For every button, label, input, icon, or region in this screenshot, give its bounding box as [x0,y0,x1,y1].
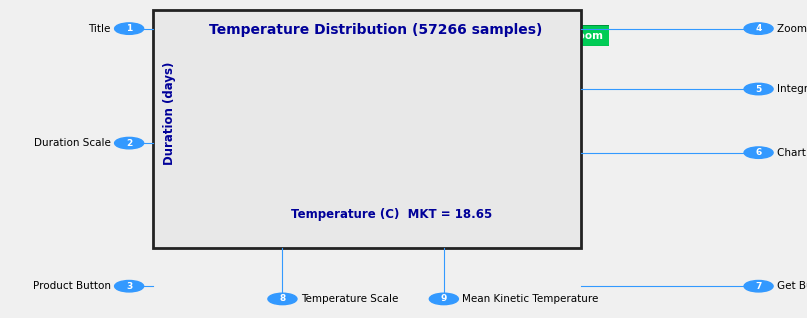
Text: 4.1: 4.1 [331,74,340,88]
Bar [381,156,387,178]
Text: Integrity Value: Integrity Value [777,84,807,94]
Text: 2: 2 [126,139,132,148]
Text: Product: Product [171,221,217,231]
Text: 1.0: 1.0 [379,142,389,155]
Bar [449,172,456,178]
Text: 0.5: 0.5 [253,153,262,166]
Bar [225,176,232,178]
Text: 7: 7 [755,282,762,291]
Bar [487,172,495,178]
Text: Title: Title [88,24,111,34]
Bar [400,156,407,178]
Text: 3.2: 3.2 [341,94,349,107]
Text: 2.2: 2.2 [282,116,291,129]
FancyBboxPatch shape [563,25,611,47]
Text: Temperature Scale: Temperature Scale [301,294,399,304]
Text: 6: 6 [755,148,762,157]
FancyBboxPatch shape [515,212,567,239]
Bar [303,95,310,178]
Text: Zoom: Zoom [571,31,604,41]
Bar [497,169,504,178]
Text: 12%: 12% [438,56,558,104]
Text: 2.3: 2.3 [292,114,301,127]
Text: Temperature (C)  MKT = 18.65: Temperature (C) MKT = 18.65 [291,208,492,221]
Text: 9: 9 [441,294,447,303]
Bar [245,167,251,178]
Text: 4: 4 [755,24,762,33]
Bar [352,139,358,178]
Text: Zoom Button: Zoom Button [777,24,807,34]
Bar [254,167,261,178]
Text: 0.1: 0.1 [224,162,233,175]
Bar [546,172,553,178]
Text: 1.0: 1.0 [419,142,428,155]
Text: 1.0: 1.0 [399,142,408,155]
Text: Mean Kinetic Temperature: Mean Kinetic Temperature [462,294,599,304]
Text: Chart Area: Chart Area [777,148,807,158]
Bar [264,154,271,178]
Bar [468,174,475,178]
Text: Duration Scale: Duration Scale [34,138,111,148]
Bar [507,176,514,178]
Text: 1.1: 1.1 [263,140,272,153]
Text: 1.0: 1.0 [409,142,418,155]
Bar [274,141,281,178]
Text: Temperature Distribution (57266 samples): Temperature Distribution (57266 samples) [208,23,542,37]
Text: 5: 5 [755,85,762,93]
Bar [235,174,241,178]
Text: 1.9: 1.9 [370,122,378,136]
Bar [429,158,436,178]
Bar [332,89,339,178]
Bar [420,156,426,178]
Bar [362,150,368,178]
Text: Get: Get [530,221,551,231]
Bar [527,176,533,178]
Text: 0.2: 0.2 [234,159,243,173]
Text: 3: 3 [126,282,132,291]
Text: Duration (days): Duration (days) [163,61,176,165]
Text: Product Button: Product Button [32,281,111,291]
Bar [342,108,349,178]
Bar [458,172,466,178]
Bar [283,130,291,178]
Text: 4.9: 4.9 [312,57,320,71]
Bar [478,172,485,178]
Bar [410,156,416,178]
Bar [293,128,300,178]
Text: 8: 8 [279,294,286,303]
Bar [517,169,524,178]
Bar [312,72,320,178]
Text: 1.7: 1.7 [273,127,282,140]
Text: 3.8: 3.8 [302,81,311,94]
Text: 1.1: 1.1 [389,140,399,153]
Bar [322,78,329,178]
Bar [391,154,397,178]
Bar [439,167,446,178]
Bar [371,137,378,178]
Text: 1: 1 [126,24,132,33]
Text: 4.6: 4.6 [321,64,330,77]
Bar [537,176,543,178]
FancyBboxPatch shape [157,212,231,239]
Text: 0.5: 0.5 [244,153,253,166]
Text: 1.3: 1.3 [360,135,369,149]
Text: 1.8: 1.8 [350,124,359,138]
Text: Get Button: Get Button [777,281,807,291]
